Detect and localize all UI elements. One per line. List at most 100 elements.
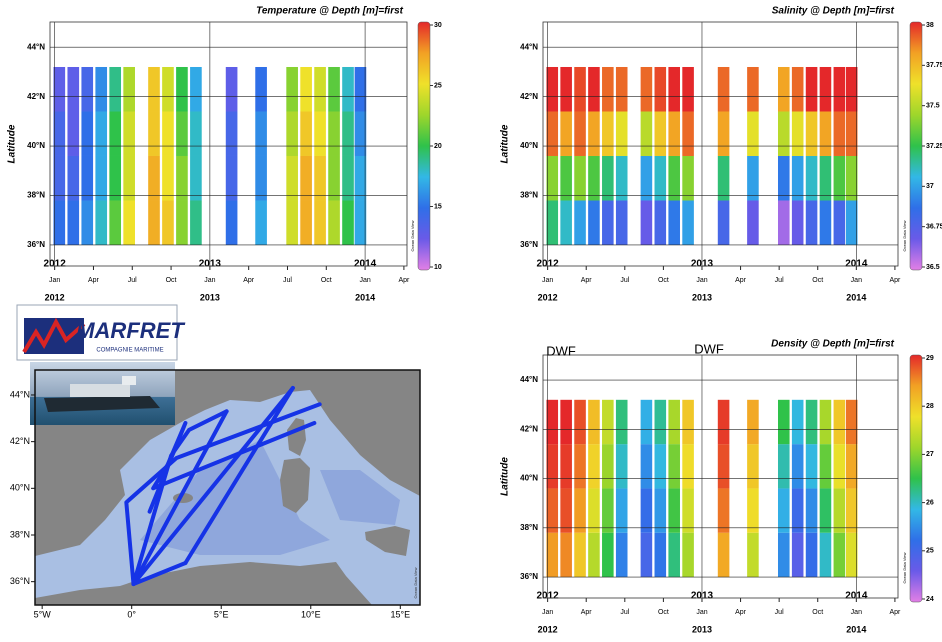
x-tick-label: Jul	[283, 277, 292, 284]
x-tick-label: Apr	[581, 609, 593, 616]
y-tick-label: 36°N	[27, 240, 45, 249]
cell	[819, 155, 832, 201]
cell	[654, 399, 667, 445]
cell	[602, 200, 614, 245]
x-tick-label: Apr	[735, 609, 747, 616]
cell	[574, 444, 586, 489]
cell	[845, 111, 858, 156]
cell	[791, 532, 804, 578]
cell	[588, 155, 600, 201]
cell	[67, 111, 80, 156]
cell	[255, 155, 267, 201]
y-tick-label: 42°N	[27, 92, 45, 101]
cell	[819, 532, 832, 578]
cell	[654, 532, 667, 578]
y-tick-label: 36°N	[10, 576, 30, 586]
cell	[747, 155, 759, 201]
cell	[717, 444, 730, 489]
x-tick-label: Oct	[658, 277, 669, 284]
chart-title: Salinity @ Depth [m]=first	[772, 6, 895, 17]
x-tick-label: Jul	[775, 277, 784, 284]
year-label: 2012	[538, 624, 558, 634]
cell	[602, 399, 614, 445]
cell	[845, 532, 858, 578]
x-tick-label: Jan	[542, 277, 553, 284]
x-tick-label: 0°	[127, 609, 136, 619]
cell	[819, 399, 832, 445]
year-label-inner: 2014	[845, 259, 868, 270]
cell	[148, 200, 160, 245]
cell	[328, 111, 340, 156]
cell	[602, 488, 614, 533]
cell	[833, 444, 846, 489]
y-tick-label: 40°N	[520, 474, 538, 483]
logo-stroke	[22, 317, 86, 354]
cell	[588, 200, 600, 245]
chart-title: Temperature @ Depth [m]=first	[256, 6, 404, 17]
colorbar-label: 30	[434, 22, 442, 29]
cell	[546, 200, 559, 245]
cell	[640, 111, 653, 156]
x-tick-label: Oct	[166, 277, 177, 284]
year-label: 2012	[45, 292, 65, 302]
cell	[588, 66, 600, 112]
cell	[615, 488, 628, 533]
x-tick-label: Oct	[812, 277, 823, 284]
cell	[654, 200, 667, 245]
cell	[845, 155, 858, 201]
cell	[819, 444, 832, 489]
x-tick-label: Jul	[128, 277, 137, 284]
cell	[819, 200, 832, 245]
deep-sea	[320, 470, 400, 525]
cell	[81, 111, 94, 156]
cell	[225, 200, 238, 245]
cell	[560, 488, 572, 533]
cell	[640, 444, 653, 489]
cell	[53, 200, 66, 245]
x-tick-label: Apr	[735, 277, 747, 284]
cell	[747, 488, 759, 533]
cell	[342, 66, 354, 112]
cell	[791, 444, 804, 489]
cell	[615, 155, 628, 201]
cell	[255, 111, 267, 156]
cell	[67, 66, 80, 112]
colorbar-label: 20	[434, 143, 442, 150]
cell	[255, 200, 267, 245]
cell	[602, 111, 614, 156]
x-tick-label: 5°W	[34, 609, 52, 619]
cell	[833, 399, 846, 445]
cell	[668, 488, 680, 533]
y-axis-label: Latitude	[500, 124, 511, 163]
cell	[354, 111, 367, 156]
cell	[791, 111, 804, 156]
cell	[190, 111, 202, 156]
cell	[588, 532, 600, 578]
y-tick-label: 44°N	[520, 42, 538, 51]
colorbar-label: 37.25	[926, 143, 942, 150]
colorbar-label: 25	[434, 82, 442, 89]
cell	[747, 66, 759, 112]
annotation: DWF	[546, 343, 576, 358]
cell	[546, 155, 559, 201]
x-tick-label: Oct	[321, 277, 332, 284]
plot-frame	[542, 21, 899, 267]
cell	[354, 66, 367, 112]
x-tick-label: Apr	[88, 277, 100, 284]
cell	[95, 111, 108, 156]
y-tick-label: 36°N	[520, 240, 538, 249]
cell	[286, 111, 298, 156]
colorbar-label: 29	[926, 355, 934, 362]
deep-sea	[140, 440, 330, 555]
cell	[81, 66, 94, 112]
year-label: 2014	[846, 624, 866, 634]
colorbar-label: 28	[926, 403, 934, 410]
plot-frame	[49, 21, 408, 267]
cell	[123, 155, 135, 201]
year-label: 2014	[355, 292, 375, 302]
cell	[560, 66, 572, 112]
cell	[777, 66, 790, 112]
x-tick-label: Jan	[696, 609, 707, 616]
y-tick-label: 40°N	[27, 141, 45, 150]
